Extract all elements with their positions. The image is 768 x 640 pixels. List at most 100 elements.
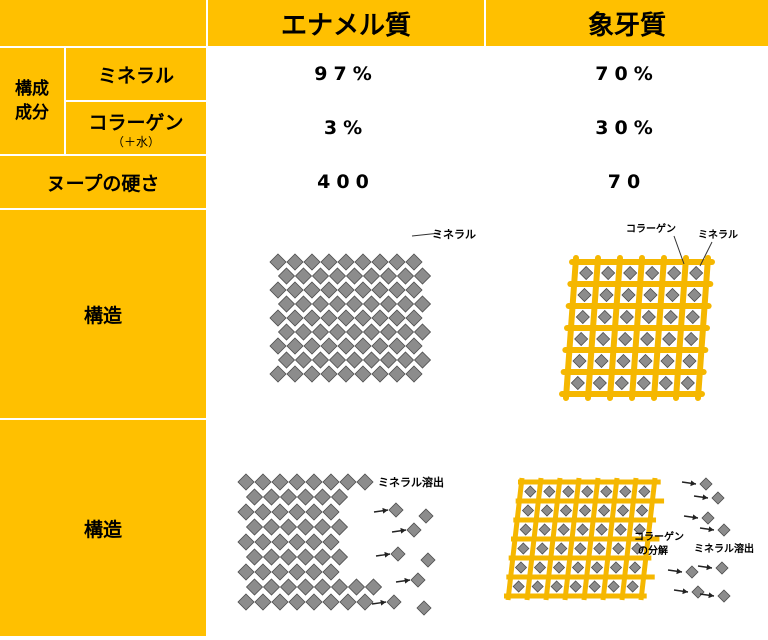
mineral-crystal bbox=[396, 267, 415, 285]
hardness-enamel-value: 400 bbox=[208, 156, 484, 208]
mineral-crystal bbox=[621, 287, 636, 303]
mineral-crystal bbox=[524, 485, 537, 498]
mineral-crystal bbox=[337, 309, 355, 327]
dissolved-mineral bbox=[711, 491, 725, 505]
mineral-crystal bbox=[577, 287, 592, 303]
mineral-crystal bbox=[269, 309, 287, 327]
mineral-crystal bbox=[322, 563, 340, 581]
mineral-crystal bbox=[667, 265, 682, 281]
mineral-crystal bbox=[593, 542, 606, 555]
arrow-head bbox=[382, 507, 388, 514]
mineral-crystal bbox=[354, 253, 372, 271]
mineral-crystal bbox=[379, 267, 398, 285]
mineral-crystal bbox=[543, 485, 556, 498]
mineral-crystal bbox=[294, 267, 313, 285]
mineral-crystal bbox=[245, 578, 264, 596]
mineral-crystal bbox=[328, 295, 347, 313]
mineral-crystal bbox=[614, 523, 627, 536]
mineral-crystal bbox=[294, 351, 313, 369]
mineral-crystal bbox=[570, 375, 585, 391]
mineral-crystal bbox=[269, 253, 287, 271]
mineral-crystal bbox=[612, 542, 625, 555]
mineral-crystal bbox=[362, 267, 381, 285]
dissolved-mineral bbox=[390, 546, 406, 562]
mineral-crystal bbox=[286, 337, 304, 355]
mineral-crystal bbox=[396, 351, 415, 369]
mineral-crystal bbox=[388, 281, 406, 299]
dissolved-mineral bbox=[699, 477, 713, 491]
mineral-row-label: ミネラル bbox=[66, 48, 206, 100]
arrow-head bbox=[692, 514, 698, 521]
mineral-crystal bbox=[339, 473, 357, 491]
mineral-crystal bbox=[405, 281, 423, 299]
mineral-crystal bbox=[237, 533, 255, 551]
mineral-crystal bbox=[254, 593, 272, 611]
arrow-head bbox=[702, 494, 708, 501]
mineral-crystal bbox=[288, 563, 306, 581]
mineral-crystal bbox=[576, 523, 589, 536]
mineral-crystal bbox=[616, 504, 630, 517]
mineral-crystal bbox=[277, 323, 296, 341]
dentin-mineral-callout: ミネラル bbox=[698, 229, 738, 241]
mineral-crystal bbox=[405, 309, 423, 327]
mineral-crystal bbox=[592, 375, 607, 391]
mineral-crystal bbox=[286, 281, 304, 299]
mineral-crystal bbox=[356, 593, 374, 611]
dissolved-mineral bbox=[386, 594, 402, 610]
mineral-crystal bbox=[313, 488, 332, 506]
mineral-crystal bbox=[643, 287, 658, 303]
mineral-crystal bbox=[311, 295, 330, 313]
mineral-crystal bbox=[362, 323, 381, 341]
mineral-crystal bbox=[371, 281, 389, 299]
mineral-crystal bbox=[337, 337, 355, 355]
mineral-crystal bbox=[405, 253, 423, 271]
mineral-crystal bbox=[379, 323, 398, 341]
mineral-crystal bbox=[388, 365, 406, 383]
mineral-crystal bbox=[660, 353, 675, 369]
mineral-crystal bbox=[279, 548, 298, 566]
mineral-crystal bbox=[328, 351, 347, 369]
mineral-crystal bbox=[354, 281, 372, 299]
mineral-crystal bbox=[296, 578, 315, 596]
mineral-crystal bbox=[396, 295, 415, 313]
mineral-crystal bbox=[531, 580, 544, 593]
mineral-crystal bbox=[305, 473, 323, 491]
hardness-row-label: ヌープの硬さ bbox=[0, 156, 206, 208]
mineral-crystal bbox=[311, 351, 330, 369]
mineral-crystal bbox=[569, 580, 582, 593]
mineral-crystal bbox=[607, 580, 620, 593]
mineral-crystal bbox=[237, 473, 255, 491]
mineral-crystal bbox=[271, 563, 289, 581]
mineral-crystal bbox=[579, 265, 594, 281]
mineral-crystal bbox=[633, 523, 646, 536]
mineral-crystal bbox=[277, 267, 296, 285]
dissolved-mineral bbox=[715, 561, 729, 575]
mineral-crystal bbox=[557, 523, 570, 536]
mineral-crystal bbox=[364, 578, 383, 596]
mineral-crystal bbox=[330, 488, 349, 506]
mineral-crystal bbox=[371, 309, 389, 327]
arrow-head bbox=[690, 480, 696, 487]
mineral-crystal bbox=[288, 593, 306, 611]
mineral-crystal bbox=[305, 593, 323, 611]
mineral-crystal bbox=[328, 323, 347, 341]
mineral-crystal bbox=[237, 563, 255, 581]
mineral-crystal bbox=[405, 365, 423, 383]
mineral-crystal bbox=[286, 309, 304, 327]
mineral-crystal bbox=[254, 473, 272, 491]
mineral-crystal bbox=[640, 331, 655, 347]
mineral-enamel-value: 97% bbox=[208, 48, 484, 100]
mineral-crystal bbox=[618, 331, 633, 347]
dentin-structure-cell: コラーゲン ミネラル bbox=[486, 210, 768, 418]
mineral-crystal bbox=[271, 503, 289, 521]
enamel-dissolution-callout: ミネラル溶出 bbox=[378, 475, 444, 489]
mineral-crystal bbox=[388, 337, 406, 355]
mineral-crystal bbox=[271, 533, 289, 551]
mineral-crystal bbox=[609, 561, 623, 574]
dissolved-mineral bbox=[410, 572, 426, 588]
mineral-crystal bbox=[330, 578, 349, 596]
mineral-crystal bbox=[296, 518, 315, 536]
dentin-dissolution-cell: コラーゲン の分解 ミネラル溶出 bbox=[486, 420, 768, 636]
mineral-crystal bbox=[638, 485, 651, 498]
